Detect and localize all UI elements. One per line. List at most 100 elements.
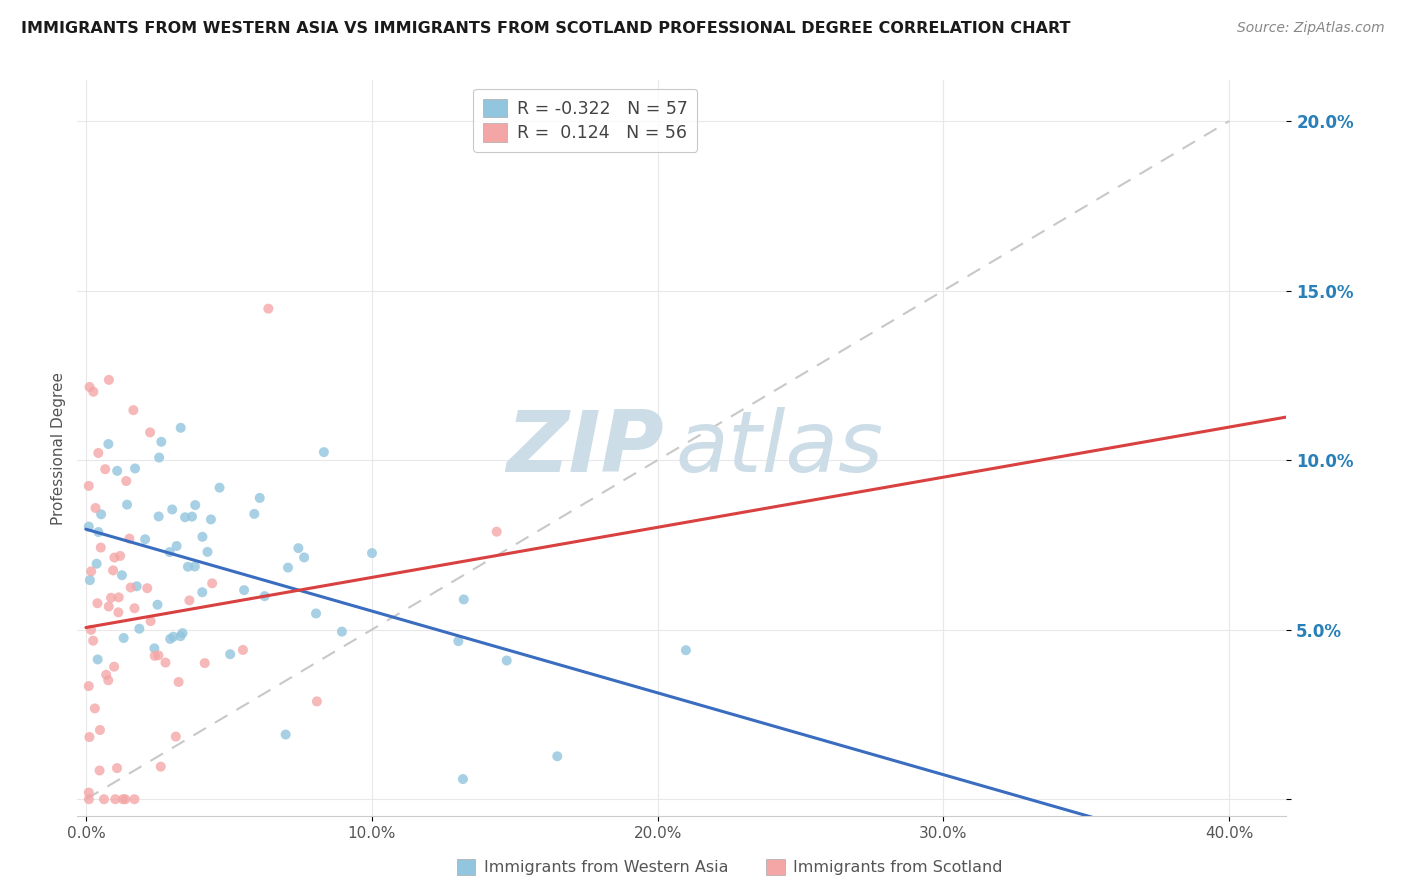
Point [184, 498, 207, 512]
Point [89, 723, 111, 737]
Point [179, 593, 201, 607]
Point [675, 643, 697, 657]
Point [105, 464, 128, 478]
Point [172, 626, 194, 640]
Point [134, 533, 156, 547]
Point [149, 759, 172, 773]
Point [194, 656, 217, 670]
Text: Immigrants from Western Asia: Immigrants from Western Asia [484, 860, 728, 874]
Point [200, 512, 222, 526]
Point [330, 624, 353, 639]
Point [139, 614, 162, 628]
Point [125, 579, 148, 593]
Point [146, 598, 169, 612]
Point [232, 643, 254, 657]
Point [86, 652, 108, 666]
Point [292, 550, 315, 565]
Point [159, 632, 181, 646]
Point [97, 599, 120, 614]
Point [249, 491, 271, 505]
Point [96, 667, 118, 681]
Point [97, 373, 120, 387]
Point [166, 539, 188, 553]
Point [122, 403, 145, 417]
Point [165, 730, 187, 744]
Point [148, 450, 170, 465]
Point [277, 560, 299, 574]
Point [128, 622, 150, 636]
Point [86, 596, 108, 610]
Point [546, 749, 568, 764]
Point [257, 301, 280, 316]
Point [82, 384, 104, 399]
Point [148, 509, 170, 524]
Point [97, 437, 120, 451]
Point [89, 764, 111, 778]
Point [159, 545, 181, 559]
Point [197, 545, 219, 559]
Point [79, 573, 101, 587]
Point [361, 546, 384, 560]
Point [287, 541, 309, 556]
Point [80, 565, 103, 579]
Point [87, 446, 110, 460]
Point [208, 481, 231, 495]
Point [451, 772, 474, 786]
Point [305, 694, 328, 708]
Point [79, 380, 101, 394]
Point [274, 727, 297, 741]
Point [162, 630, 184, 644]
Text: Immigrants from Scotland: Immigrants from Scotland [793, 860, 1002, 874]
Point [90, 541, 112, 555]
Point [103, 659, 125, 673]
Point [170, 421, 193, 435]
Point [100, 591, 122, 605]
Point [94, 462, 117, 476]
Point [93, 792, 115, 806]
Point [160, 502, 183, 516]
Point [305, 607, 328, 621]
Point [118, 532, 141, 546]
Point [87, 524, 110, 539]
Point [105, 761, 128, 775]
Point [191, 530, 214, 544]
Point [253, 589, 276, 603]
Point [112, 631, 135, 645]
Point [124, 461, 146, 475]
Point [90, 508, 112, 522]
Point [77, 786, 100, 800]
Point [112, 792, 135, 806]
Point [453, 592, 475, 607]
Point [495, 653, 517, 667]
Point [80, 623, 103, 637]
Point [174, 510, 197, 524]
Legend: R = -0.322   N = 57, R =  0.124   N = 56: R = -0.322 N = 57, R = 0.124 N = 56 [474, 89, 697, 152]
Point [111, 568, 134, 582]
Point [120, 581, 142, 595]
Text: ZIP: ZIP [506, 407, 664, 490]
Point [139, 425, 162, 440]
Point [243, 507, 266, 521]
Point [191, 585, 214, 599]
Point [103, 550, 125, 565]
Point [77, 519, 100, 533]
Point [201, 576, 224, 591]
Point [143, 648, 166, 663]
Point [115, 498, 138, 512]
Point [107, 591, 129, 605]
Point [447, 634, 470, 648]
Point [115, 474, 138, 488]
Text: Source: ZipAtlas.com: Source: ZipAtlas.com [1237, 21, 1385, 35]
Point [312, 445, 335, 459]
Point [114, 792, 136, 806]
Point [485, 524, 508, 539]
Text: atlas: atlas [676, 407, 884, 490]
Point [124, 601, 146, 615]
Point [77, 479, 100, 493]
Point [86, 557, 108, 571]
Point [97, 673, 120, 688]
Point [177, 559, 200, 574]
Y-axis label: Professional Degree: Professional Degree [51, 372, 66, 524]
Point [148, 648, 170, 663]
Point [150, 434, 173, 449]
